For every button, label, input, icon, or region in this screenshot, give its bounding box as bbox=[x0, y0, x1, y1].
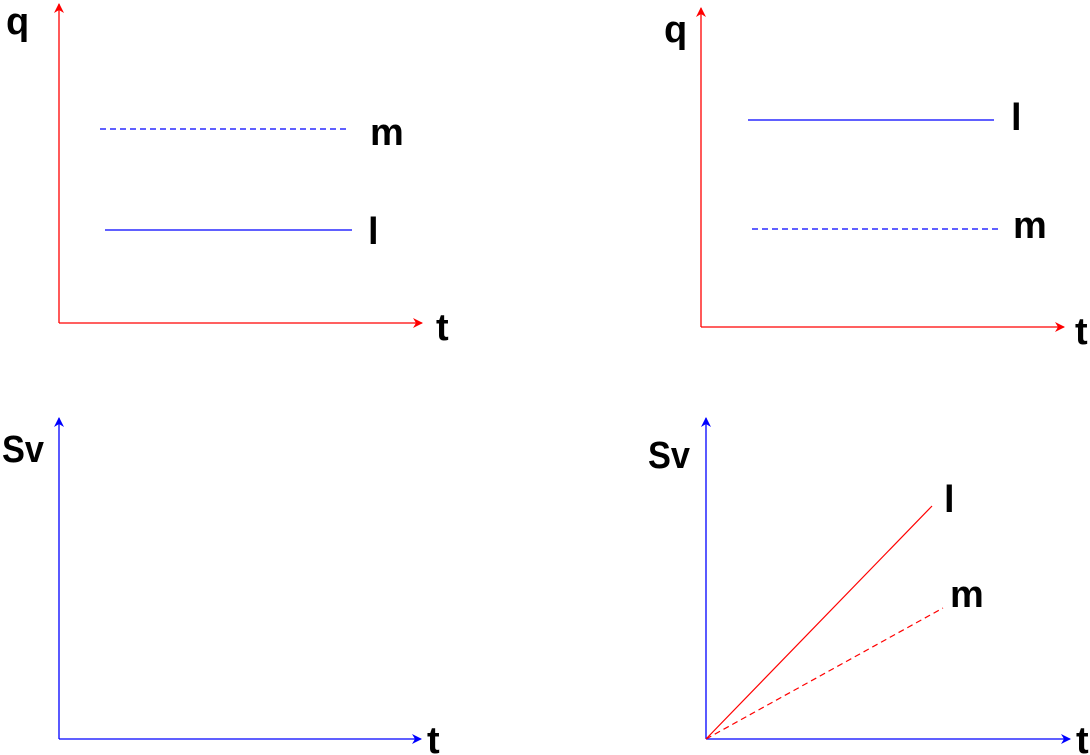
line-l-label: l bbox=[1011, 97, 1022, 139]
line-l-label: l bbox=[368, 211, 379, 253]
y-axis-label: q bbox=[6, 1, 29, 43]
panel-bottom-left: Sv t bbox=[2, 417, 440, 755]
y-axis-label: q bbox=[664, 9, 687, 51]
panel-top-right: q t l m bbox=[664, 7, 1088, 353]
x-axis-label: t bbox=[1075, 311, 1088, 353]
panel-top-left: q t m l bbox=[6, 1, 449, 349]
line-l-label: l bbox=[944, 479, 955, 521]
line-m-label: m bbox=[370, 112, 404, 154]
y-axis-label: Sv bbox=[648, 435, 690, 477]
line-l-solid bbox=[705, 505, 933, 740]
line-m-label: m bbox=[1013, 205, 1047, 247]
x-axis-label: t bbox=[427, 720, 440, 755]
x-axis-label: t bbox=[436, 307, 449, 349]
panel-bottom-right: Sv t l m bbox=[648, 417, 1089, 755]
line-m-label: m bbox=[950, 574, 984, 616]
y-axis-label: Sv bbox=[2, 429, 44, 471]
line-m-dashed bbox=[705, 607, 944, 740]
x-axis-label: t bbox=[1076, 720, 1089, 755]
